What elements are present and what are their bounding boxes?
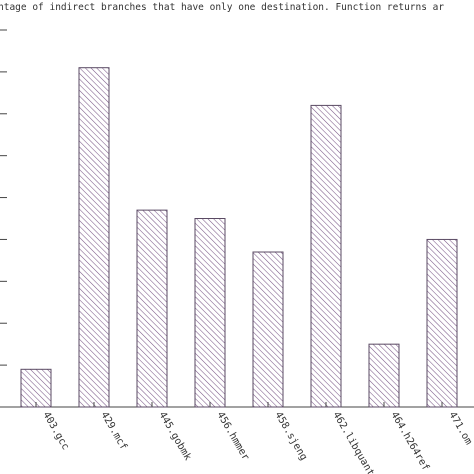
- x-tick-label: 464.h264ref: [388, 410, 431, 473]
- x-tick-label: 462.libquantu: [330, 410, 379, 474]
- x-tick-label: 456.hmmer: [214, 410, 251, 462]
- bar-429.mcf: [78, 67, 110, 408]
- chart-title: ntage of indirect branches that have onl…: [0, 2, 444, 13]
- bar-458.sjeng: [252, 251, 284, 408]
- bar-403.gcc: [20, 368, 52, 408]
- x-tick-label: 429.mcf: [98, 410, 129, 452]
- bar-464.h264ref: [368, 343, 400, 408]
- plot-area: ip2 403.gcc 429.mcf 445.gobmk 456.hmmer 458.s…: [0, 29, 474, 474]
- x-tick-label: 403.gcc: [40, 410, 71, 452]
- bar-471.om: [426, 238, 458, 408]
- bar-462.libquantu: [310, 104, 342, 408]
- bar-456.hmmer: [194, 218, 226, 408]
- x-tick-label: ip2: [0, 410, 1, 431]
- bar-445.gobmk: [136, 209, 168, 408]
- x-tick-label: 471.om: [446, 410, 474, 447]
- x-tick-label: 458.sjeng: [272, 410, 309, 462]
- x-tick-label: 445.gobmk: [156, 410, 193, 462]
